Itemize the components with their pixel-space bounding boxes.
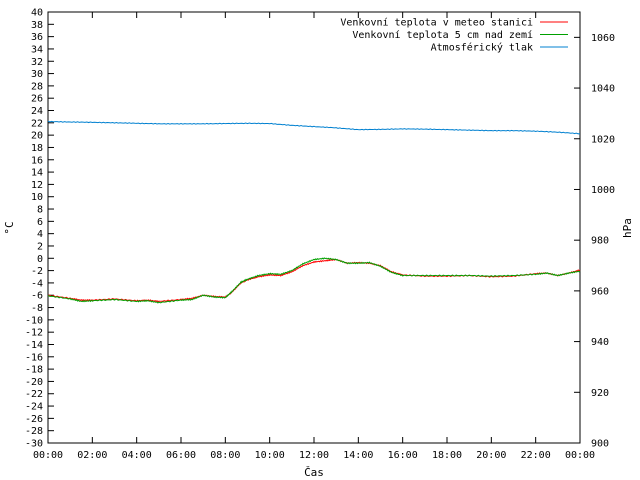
- y-right-tick-label: 1020: [591, 134, 615, 145]
- y-left-tick-label: 40: [31, 8, 43, 19]
- y-left-tick-label: 18: [31, 143, 43, 154]
- y-left-tick-label: 24: [31, 106, 43, 117]
- x-tick-label: 18:00: [432, 450, 462, 461]
- y-left-tick-label: 30: [31, 69, 43, 80]
- plot-area: [47, 11, 581, 444]
- y-left-tick-label: 12: [31, 180, 43, 191]
- y-left-tick-label: -12: [25, 328, 43, 339]
- y-left-tick-label: 22: [31, 118, 43, 129]
- y-left-tick-label: 38: [31, 20, 43, 31]
- series-line: [47, 120, 581, 135]
- y-right-tick-label: 1000: [591, 185, 615, 196]
- y-left-tick-label: 20: [31, 131, 43, 142]
- y-left-tick-label: -24: [25, 402, 43, 413]
- y-left-axis-label: °C: [3, 221, 16, 234]
- y-left-tick-label: -10: [25, 315, 43, 326]
- y-left-tick-label: -8: [31, 303, 43, 314]
- y-left-tick-label: 0: [37, 254, 43, 265]
- x-tick-label: 20:00: [476, 450, 506, 461]
- x-tick-label: 08:00: [210, 450, 240, 461]
- legend-label: Atmosférický tlak: [431, 42, 533, 54]
- x-tick-label: 04:00: [122, 450, 152, 461]
- y-right-ticks: 900 920 940 960 980 1000 1020 1040 1060: [574, 33, 615, 450]
- y-left-tick-label: 8: [37, 205, 43, 216]
- y-left-tick-label: 2: [37, 241, 43, 252]
- series-group: [47, 120, 581, 304]
- y-right-tick-label: 1040: [591, 84, 615, 95]
- x-tick-label: 00:00: [565, 450, 595, 461]
- y-left-tick-label: -14: [25, 340, 43, 351]
- y-right-tick-label: 960: [591, 286, 609, 297]
- x-axis-label: Čas: [304, 466, 324, 479]
- y-left-tick-label: 32: [31, 57, 43, 68]
- y-left-ticks: -30-28-26-24-22-20-18-16-14-12-10-8-6-4-…: [25, 8, 54, 450]
- y-left-tick-label: 10: [31, 192, 43, 203]
- x-tick-label: 00:00: [33, 450, 63, 461]
- y-right-tick-label: 980: [591, 236, 609, 247]
- y-right-tick-label: 900: [591, 439, 609, 450]
- x-tick-label: 06:00: [166, 450, 196, 461]
- y-left-tick-label: -22: [25, 389, 43, 400]
- x-tick-label: 12:00: [299, 450, 329, 461]
- y-left-tick-label: -6: [31, 291, 43, 302]
- y-left-tick-label: 4: [37, 229, 43, 240]
- y-left-tick-label: -30: [25, 439, 43, 450]
- legend-label: Venkovní teplota 5 cm nad zemí: [352, 29, 533, 41]
- y-left-tick-label: 14: [31, 168, 43, 179]
- y-left-tick-label: -26: [25, 414, 43, 425]
- legend: Venkovní teplota v meteo staniciVenkovní…: [340, 17, 568, 54]
- y-left-tick-label: 36: [31, 32, 43, 43]
- x-tick-label: 10:00: [255, 450, 285, 461]
- series-line: [47, 257, 581, 304]
- y-left-tick-label: 34: [31, 44, 43, 55]
- y-left-tick-label: -18: [25, 365, 43, 376]
- x-tick-label: 14:00: [343, 450, 373, 461]
- y-right-tick-label: 1060: [591, 33, 615, 44]
- legend-label: Venkovní teplota v meteo stanici: [340, 17, 533, 29]
- y-left-tick-label: -28: [25, 426, 43, 437]
- x-tick-label: 02:00: [77, 450, 107, 461]
- y-right-axis-label: hPa: [621, 218, 634, 238]
- y-right-tick-label: 940: [591, 337, 609, 348]
- y-right-tick-label: 920: [591, 388, 609, 399]
- x-ticks: 00:00 02:00 04:00 06:00 08:00 10:00 12:00 14:00…: [33, 12, 595, 461]
- y-left-tick-label: -2: [31, 266, 43, 277]
- x-tick-label: 16:00: [388, 450, 418, 461]
- y-left-tick-label: -4: [31, 278, 43, 289]
- y-left-tick-label: -20: [25, 377, 43, 388]
- y-left-tick-label: -16: [25, 352, 43, 363]
- y-left-tick-label: 26: [31, 94, 43, 105]
- y-left-tick-label: 6: [37, 217, 43, 228]
- y-left-tick-label: 16: [31, 155, 43, 166]
- x-tick-label: 22:00: [521, 450, 551, 461]
- y-left-tick-label: 28: [31, 81, 43, 92]
